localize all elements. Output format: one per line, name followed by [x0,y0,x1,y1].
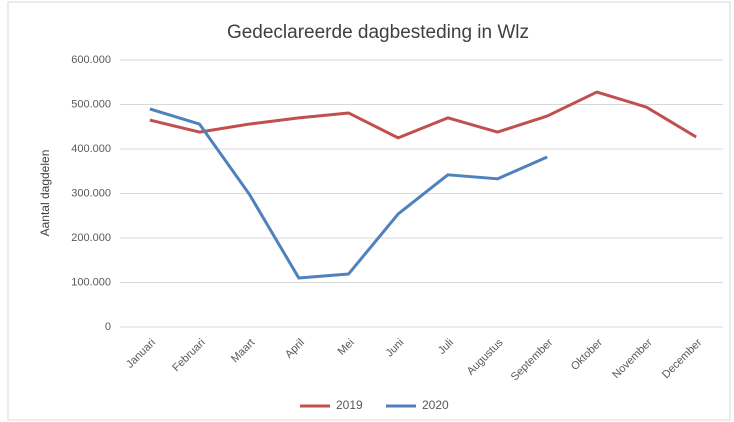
series-line [149,107,548,280]
x-tick-label: Februari [170,337,207,374]
x-tick-label: Augustus [465,336,506,377]
chart-frame [7,1,731,421]
y-tick-label: 200.000 [71,232,111,244]
y-tick-label: 300.000 [71,187,111,199]
x-tick-label: Maart [229,337,257,365]
x-tick-label: September [509,336,556,383]
x-tick-label: Mei [336,337,357,358]
series-line [149,90,697,140]
x-tick-label: Juni [384,337,407,360]
x-tick-label: Oktober [569,336,605,372]
x-tick-label: Juli [436,337,456,357]
y-tick-label: 600.000 [71,54,111,66]
legend-label: 2019 [336,398,363,412]
x-tick-label: Januari [124,337,158,371]
chart-title: Gedeclareerde dagbesteding in Wlz [227,22,529,43]
legend-label: 2020 [422,398,449,412]
y-tick-label: 500.000 [71,98,111,110]
x-tick-label: November [610,336,655,381]
y-tick-label: 100.000 [71,276,111,288]
x-tick-label: April [283,337,307,361]
y-axis-label: Aantal dagdelen [38,150,52,237]
y-tick-label: 0 [105,321,111,333]
x-tick-label: December [660,336,705,381]
y-tick-label: 400.000 [71,143,111,155]
